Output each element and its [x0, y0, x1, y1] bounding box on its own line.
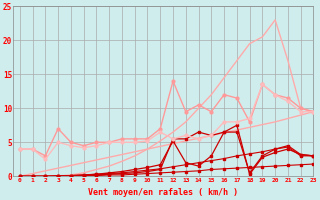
- X-axis label: Vent moyen/en rafales ( km/h ): Vent moyen/en rafales ( km/h ): [88, 188, 238, 197]
